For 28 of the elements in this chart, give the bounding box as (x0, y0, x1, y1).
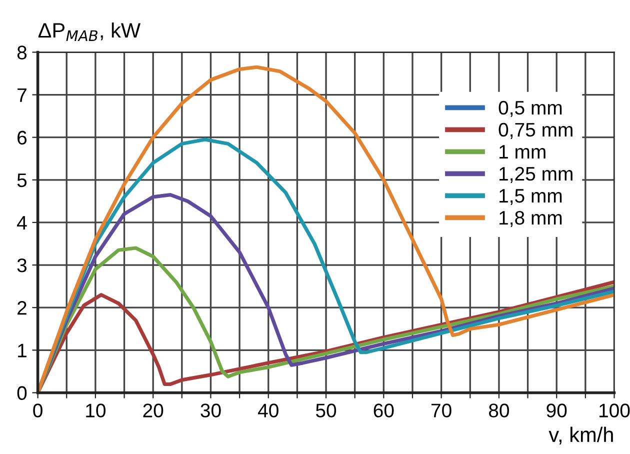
legend-label: 1 mm (500, 145, 546, 158)
y-axis-title: ΔP$_{MAB}$, kW (38, 22, 141, 41)
y-tick-label: 4 (17, 216, 27, 230)
x-tick-label: 50 (316, 404, 336, 418)
y-tick-label: 7 (18, 88, 26, 102)
y-tick-label: 8 (17, 46, 27, 60)
x-tick-label: 20 (143, 404, 164, 418)
legend-label: 0,5 mm (498, 100, 562, 117)
legend-label: 0,75 mm (498, 122, 572, 139)
x-tick-label: 100 (600, 404, 630, 418)
y-tick-label: 0 (17, 386, 27, 400)
y-tick-label: 2 (18, 301, 26, 315)
x-tick-label: 70 (432, 404, 452, 418)
x-tick-label: 30 (200, 404, 221, 418)
y-tick-label: 3 (17, 258, 27, 272)
y-tick-label: 1 (18, 344, 26, 358)
legend-label: 1,8 mm (500, 210, 562, 228)
x-axis-title: v, km/h (548, 426, 613, 445)
x-tick-label: 0 (33, 404, 42, 418)
legend-label: 1,25 mm (500, 166, 572, 183)
x-tick-label: 40 (258, 404, 278, 418)
y-tick-label: 6 (18, 130, 27, 145)
y-tick-label: 5 (17, 174, 27, 188)
x-tick-label: 60 (374, 404, 394, 418)
x-tick-label: 10 (86, 404, 106, 418)
legend-label: 1,5 mm (500, 189, 562, 205)
x-tick-label: 90 (546, 404, 567, 418)
x-tick-label: 80 (488, 404, 510, 418)
